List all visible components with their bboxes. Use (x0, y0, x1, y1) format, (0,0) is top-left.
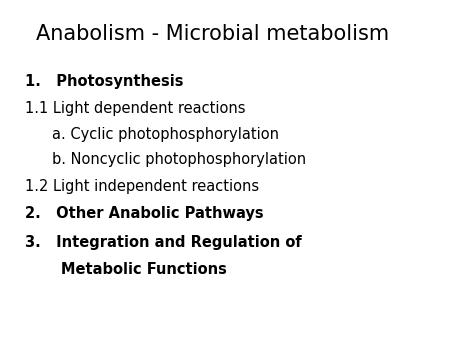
Text: Anabolism - Microbial metabolism: Anabolism - Microbial metabolism (36, 24, 389, 44)
Text: 3.   Integration and Regulation of: 3. Integration and Regulation of (25, 235, 302, 250)
Text: 1.   Photosynthesis: 1. Photosynthesis (25, 74, 183, 89)
Text: 1.1 Light dependent reactions: 1.1 Light dependent reactions (25, 101, 245, 116)
Text: b. Noncyclic photophosphorylation: b. Noncyclic photophosphorylation (52, 152, 306, 167)
Text: 2.   Other Anabolic Pathways: 2. Other Anabolic Pathways (25, 206, 263, 221)
Text: a. Cyclic photophosphorylation: a. Cyclic photophosphorylation (52, 127, 279, 142)
Text: Metabolic Functions: Metabolic Functions (25, 262, 227, 277)
Text: 1.2 Light independent reactions: 1.2 Light independent reactions (25, 179, 259, 194)
